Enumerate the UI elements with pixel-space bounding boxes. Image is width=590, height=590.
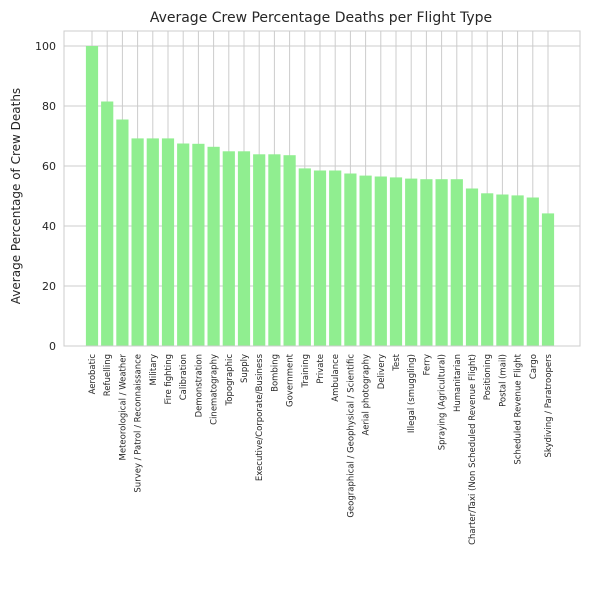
y-tick-label-2: 40 <box>42 220 56 233</box>
y-axis-label: Average Percentage of Crew Deaths <box>9 88 23 304</box>
x-tick-label-15: Private <box>316 354 326 384</box>
bar-17 <box>344 173 357 346</box>
bar-10 <box>237 151 251 346</box>
bar-4 <box>146 138 159 346</box>
x-tick-label-12: Bombing <box>270 354 280 392</box>
bar-20 <box>389 177 403 346</box>
x-tick-label-4: Military <box>149 354 159 386</box>
y-tick-label-0: 0 <box>49 340 56 353</box>
bar-24 <box>450 179 463 346</box>
bar-22 <box>420 179 433 346</box>
x-tick-label-17: Geographical / Geophysical / Scientific <box>346 354 356 518</box>
bar-29 <box>526 197 539 346</box>
x-tick-label-13: Government <box>286 353 296 407</box>
chart-title: Average Crew Percentage Deaths per Fligh… <box>150 10 492 26</box>
bar-2 <box>116 119 129 346</box>
x-tick-label-20: Test <box>392 353 402 371</box>
bar-5 <box>161 138 175 346</box>
bar-13 <box>283 155 296 346</box>
bar-28 <box>511 195 524 346</box>
y-tick-label-1: 20 <box>42 280 56 293</box>
x-tick-label-18: Aerial photography <box>362 354 372 435</box>
bar-27 <box>496 194 509 346</box>
bar-0 <box>85 46 99 346</box>
bar-23 <box>435 179 448 346</box>
plot-frame <box>63 30 581 347</box>
x-tick-label-25: Charter/Taxi (Non Scheduled Revenue Flig… <box>468 354 478 545</box>
bar-18 <box>359 175 372 346</box>
bar-30 <box>541 213 555 346</box>
bar-9 <box>222 151 235 346</box>
x-tick-label-8: Cinematography <box>210 354 220 425</box>
x-tick-label-28: Scheduled Revenue Flight <box>514 353 524 464</box>
x-tick-label-16: Ambulance <box>331 354 341 402</box>
y-axis-ticks: 0 20 40 60 80 100 <box>35 40 56 353</box>
bar-11 <box>253 154 266 346</box>
bar-16 <box>329 170 342 346</box>
x-tick-label-14: Training <box>301 354 311 389</box>
x-axis-ticks: Aerobatic Refuelling Meteorological / Weat… <box>88 353 554 545</box>
y-tick-label-4: 80 <box>42 100 56 113</box>
bars <box>85 46 555 346</box>
x-tick-label-1: Refuelling <box>103 354 113 396</box>
x-tick-label-27: Postal (mail) <box>498 354 508 407</box>
bar-21 <box>405 178 418 346</box>
bar-26 <box>481 193 494 346</box>
bar-7 <box>192 143 205 346</box>
x-tick-label-24: Humanitarian <box>453 354 463 412</box>
x-tick-label-0: Aerobatic <box>88 354 98 395</box>
x-tick-label-19: Delivery <box>377 354 387 389</box>
x-tick-label-6: Calibration <box>179 354 189 400</box>
x-tick-label-3: Survey / Patrol / Reconnaissance <box>134 354 144 493</box>
bar-3 <box>131 138 144 346</box>
bar-14 <box>298 168 311 346</box>
y-tick-label-3: 60 <box>42 160 56 173</box>
x-tick-label-30: Skydiving / Paratroopers <box>544 353 554 457</box>
bar-12 <box>268 154 281 346</box>
x-tick-label-11: Executive/Corporate/Business <box>255 353 265 481</box>
bar-15 <box>313 170 327 346</box>
x-tick-label-22: Ferry <box>422 354 432 376</box>
x-tick-label-9: Topographic <box>225 354 235 407</box>
bar-6 <box>177 143 190 346</box>
x-tick-label-7: Demonstration <box>194 354 204 417</box>
x-tick-label-29: Cargo <box>529 354 539 379</box>
x-tick-label-23: Spraying (Agricultural) <box>438 354 448 450</box>
bar-25 <box>465 188 479 346</box>
x-tick-label-26: Positioning <box>483 354 493 400</box>
x-tick-label-5: Fire fighting <box>164 354 174 405</box>
x-tick-label-10: Supply <box>240 354 250 383</box>
bar-8 <box>207 146 220 346</box>
bar-19 <box>374 176 387 346</box>
x-tick-label-2: Meteorological / Weather <box>118 354 128 461</box>
y-tick-label-5: 100 <box>35 40 56 53</box>
bar-1 <box>101 101 114 346</box>
x-tick-label-21: Illegal (smuggling) <box>407 354 417 433</box>
